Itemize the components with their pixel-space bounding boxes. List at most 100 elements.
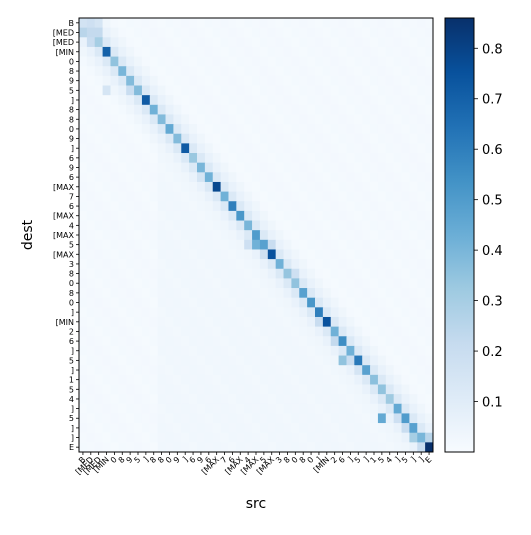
heatmap-cell [377,288,387,299]
heatmap-cell [244,316,253,328]
heatmap-cell [212,288,221,299]
heatmap-cell [299,230,308,241]
heatmap-cell [94,365,103,376]
heatmap-cell [259,239,269,250]
heatmap-cell [346,37,355,48]
heatmap-cell [417,423,426,434]
heatmap-cell [189,104,198,115]
heatmap-cell [338,230,347,241]
heatmap-cell [94,413,103,424]
heatmap-cell [220,220,229,231]
heatmap-cell [338,423,347,434]
heatmap-cell [86,384,96,395]
heatmap-cell [126,297,135,308]
heatmap-cell [197,230,206,241]
colorbar-tick-label: 0.7 [482,93,503,108]
heatmap-cell [307,75,316,86]
heatmap-cell [401,297,410,308]
heatmap-cell [173,326,182,337]
heatmap-cell [362,403,371,414]
heatmap-cell [189,423,198,434]
heatmap-cell [189,345,198,356]
heatmap-cell [141,27,151,38]
heatmap-cell [299,365,308,376]
heatmap-cell [79,114,88,125]
x-tick-label: 9 [172,455,182,465]
heatmap-cell [299,104,308,115]
heatmap-cell [283,316,292,328]
heatmap-cell [126,133,135,144]
heatmap-cell [346,153,355,164]
heatmap-cell [110,37,119,48]
heatmap-cell [204,326,214,337]
heatmap-cell [401,365,410,376]
heatmap-cell [173,442,182,453]
heatmap-cell [307,288,316,299]
heatmap-cell [228,442,237,453]
heatmap-cell [354,37,363,48]
heatmap-cell [189,278,198,289]
heatmap-cell [157,413,166,424]
heatmap-cell [165,355,174,366]
heatmap-cell [322,336,332,347]
heatmap-cell [252,114,261,125]
heatmap-cell [94,46,103,57]
heatmap-cell [385,143,395,154]
heatmap-cell [189,75,198,86]
heatmap-cell [204,27,214,38]
heatmap-cell [299,423,308,434]
heatmap-cell [149,66,159,77]
heatmap-cell [346,133,355,144]
heatmap-cell [417,365,426,376]
heatmap-cell [149,172,159,183]
heatmap-cell [283,181,292,192]
heatmap-cell [212,345,221,356]
heatmap-cell [236,220,245,231]
heatmap-cell [362,268,371,279]
heatmap-cell [244,239,253,250]
heatmap-cell [165,220,174,231]
heatmap-cell [377,384,387,395]
heatmap-cell [377,66,387,77]
heatmap-cell [212,143,221,154]
heatmap-cell [385,114,395,125]
heatmap-cell [330,210,339,221]
heatmap-cell [322,326,332,337]
heatmap-cell [354,230,363,241]
heatmap-cell [189,220,198,231]
heatmap-cell [322,403,332,414]
heatmap-cell [307,143,316,154]
heatmap-cell [322,201,332,212]
heatmap-cell [425,95,434,106]
heatmap-cell [173,268,182,279]
heatmap-cell [275,288,284,299]
heatmap-cell [228,37,237,48]
heatmap-cell [267,201,277,212]
heatmap-cell [79,345,88,356]
heatmap-cell [220,133,229,144]
heatmap-cell [338,288,347,299]
heatmap-cell [330,220,339,231]
heatmap-cell [79,56,88,67]
heatmap-cell [393,394,402,405]
heatmap-cell [385,355,395,366]
heatmap-cell [252,85,261,96]
heatmap-cell [377,104,387,115]
heatmap-cell [385,46,395,57]
heatmap-cell [86,85,96,96]
heatmap-cell [354,153,363,164]
heatmap-cell [102,365,111,376]
heatmap-cell [362,210,371,221]
heatmap-cell [212,133,221,144]
heatmap-cell [307,114,316,125]
heatmap-cell [173,239,182,250]
heatmap-cell [322,355,332,366]
heatmap-cell [409,104,418,115]
heatmap-cell [102,37,111,48]
heatmap-cell [377,278,387,289]
heatmap-cell [157,95,166,106]
heatmap-cell [346,95,355,106]
heatmap-cell [409,18,418,29]
heatmap-cell [401,384,410,395]
heatmap-cell [220,336,229,347]
